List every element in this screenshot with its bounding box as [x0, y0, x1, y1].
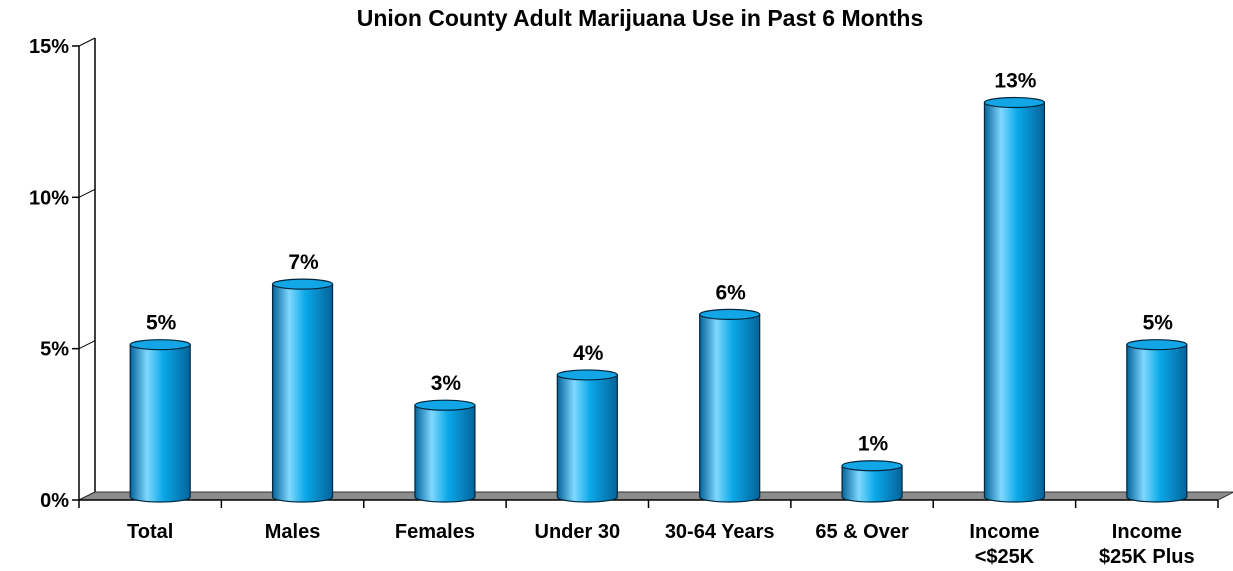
chart-floor-surface — [78, 491, 1233, 501]
x-category-label: $25K Plus — [1099, 546, 1195, 568]
data-label: 5% — [146, 312, 177, 335]
bar-top — [556, 369, 618, 381]
data-label: 5% — [1143, 312, 1174, 335]
y-tick-depth-line — [78, 340, 96, 350]
x-category-label: Income — [969, 521, 1039, 543]
bars — [129, 96, 1188, 503]
bar-body — [699, 313, 761, 503]
bar-top — [271, 278, 334, 290]
bar — [699, 308, 761, 503]
data-labels: 5% 7% 3% 4% 6% 1% 13% 5% — [146, 70, 1173, 456]
x-category-label: Income — [1112, 521, 1182, 543]
y-tick-label: 5% — [40, 339, 69, 361]
x-category-label: Under 30 — [535, 521, 621, 543]
x-category-label: Females — [395, 521, 475, 543]
bar-body — [556, 374, 618, 503]
bar-body — [841, 465, 903, 503]
bar — [271, 278, 334, 503]
x-category-label: Males — [265, 521, 321, 543]
x-category-label: Total — [127, 521, 173, 543]
bar — [1126, 339, 1188, 503]
x-category-label: 65 & Over — [815, 521, 909, 543]
y-tick-label: 15% — [29, 36, 69, 58]
data-label: 13% — [994, 70, 1036, 93]
data-label: 4% — [573, 342, 604, 365]
bar-body — [983, 101, 1046, 503]
bar-top — [129, 339, 191, 351]
data-label: 3% — [431, 372, 462, 395]
y-tick-label: 0% — [40, 490, 69, 512]
data-label: 6% — [716, 281, 747, 304]
bar-body — [129, 344, 191, 503]
bar — [556, 369, 618, 503]
data-label: 7% — [288, 251, 319, 274]
x-category-label: 30-64 Years — [665, 521, 775, 543]
bar — [129, 339, 191, 503]
bar — [983, 96, 1046, 503]
data-label: 1% — [858, 433, 889, 456]
y-tick-label: 10% — [29, 187, 69, 209]
chart-title: Union County Adult Marijuana Use in Past… — [357, 5, 924, 31]
bar-top — [414, 399, 476, 411]
x-category-label: <$25K — [975, 546, 1035, 568]
bar — [414, 399, 476, 503]
bar-top — [699, 308, 761, 320]
axes: 0% 5% 10% 15% — [29, 36, 96, 512]
chart-floor — [78, 491, 1233, 508]
bar-body — [414, 404, 476, 503]
bar-body — [271, 283, 334, 503]
bar — [841, 460, 903, 503]
x-axis-categories: Total Males Females Under 30 30-64 Years 65 &… — [127, 521, 1195, 568]
bar-body — [1126, 344, 1188, 503]
bar-top — [1126, 339, 1188, 351]
y-tick-depth-line — [78, 188, 96, 198]
bar-top — [983, 96, 1046, 109]
y-tick-depth-line — [78, 37, 96, 47]
bar-top — [841, 460, 903, 472]
